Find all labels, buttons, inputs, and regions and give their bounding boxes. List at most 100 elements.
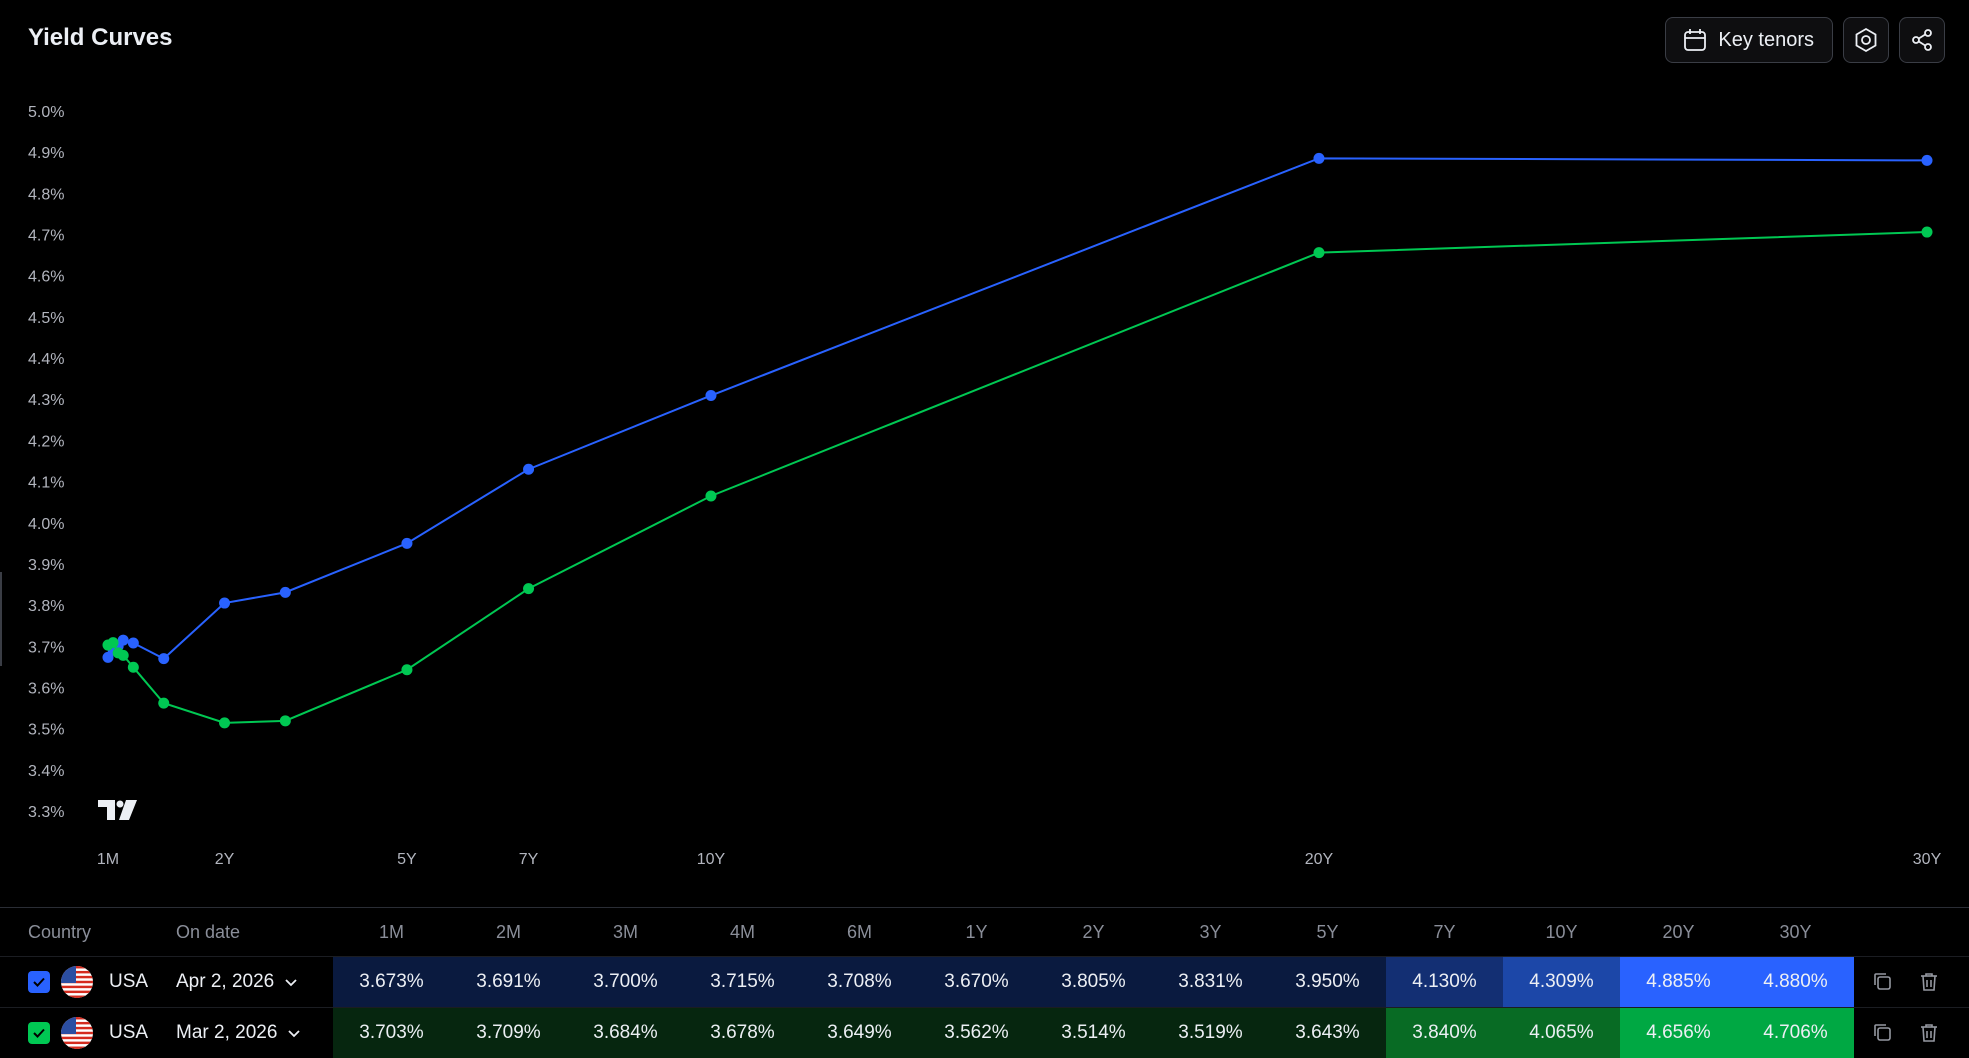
- tenor-header: 6M: [846, 922, 872, 942]
- tenor-header: 7Y: [1433, 922, 1456, 942]
- series-1-point[interactable]: [117, 634, 129, 646]
- y-tick-label: 4.6%: [28, 269, 64, 286]
- share-icon: [1912, 29, 1932, 51]
- yield-cell: 3.673%: [333, 957, 450, 1007]
- yield-cell: 3.691%: [450, 957, 567, 1007]
- yield-cell: 3.709%: [450, 1008, 567, 1058]
- yield-cell: 4.065%: [1503, 1008, 1620, 1058]
- y-tick-label: 3.7%: [28, 639, 64, 656]
- series-1-point[interactable]: [279, 586, 291, 598]
- series-1-point[interactable]: [127, 637, 139, 649]
- series-2-point[interactable]: [1313, 247, 1325, 259]
- country-name: USA: [109, 1022, 149, 1043]
- x-tick-label: 10Y: [697, 851, 726, 868]
- key-tenors-label: Key tenors: [1718, 28, 1814, 51]
- date-dropdown[interactable]: Mar 2, 2026: [176, 1022, 301, 1044]
- settings-button[interactable]: [1843, 17, 1889, 63]
- series-2-point[interactable]: [705, 490, 717, 502]
- series-1-point[interactable]: [158, 653, 170, 665]
- x-tick-label: 5Y: [397, 851, 417, 868]
- yield-cell: 4.706%: [1737, 1008, 1854, 1058]
- calendar-icon: [1684, 29, 1707, 51]
- table-row[interactable]: USA Apr 2, 2026 3.673% 3.691% 3.700% 3.715% 3.…: [0, 956, 1969, 1007]
- y-axis: 5.0% 4.9% 4.8% 4.7% 4.6% 4.5% 4.4% 4.3% 4.2% 4.1%…: [28, 104, 64, 821]
- series-2-point[interactable]: [107, 637, 119, 649]
- series-1-point[interactable]: [523, 463, 535, 475]
- series-1-point[interactable]: [1313, 152, 1325, 164]
- y-tick-label: 5.0%: [28, 104, 64, 121]
- tenor-header: 3Y: [1199, 922, 1222, 942]
- settings-icon: [1855, 27, 1877, 53]
- page-title: Yield Curves: [28, 24, 173, 51]
- copy-icon: [1871, 1024, 1895, 1049]
- table-header: Country On date 1M 2M 3M 4M 6M 1Y 2Y 3Y 5Y 7Y 10Y 2…: [0, 918, 1969, 948]
- date-dropdown[interactable]: Apr 2, 2026: [176, 971, 298, 993]
- tenor-header: 3M: [612, 922, 638, 942]
- series-1-point[interactable]: [705, 390, 717, 402]
- yield-cell: 3.562%: [918, 1008, 1035, 1058]
- x-axis: 1M 2Y 5Y 7Y 10Y 20Y 30Y: [97, 851, 1942, 868]
- visibility-checkbox[interactable]: [28, 1022, 50, 1044]
- delete-button[interactable]: [1917, 1021, 1941, 1045]
- delete-button[interactable]: [1917, 970, 1941, 994]
- y-tick-label: 3.4%: [28, 763, 64, 780]
- chevron-down-icon: [285, 979, 297, 987]
- visibility-checkbox[interactable]: [28, 971, 50, 993]
- yield-cell: 4.130%: [1386, 957, 1503, 1007]
- y-tick-label: 3.9%: [28, 557, 64, 574]
- series-group: [102, 152, 1933, 729]
- series-2-point[interactable]: [401, 664, 413, 676]
- series-1-point[interactable]: [1921, 154, 1933, 166]
- share-button[interactable]: [1899, 17, 1945, 63]
- series-2-point[interactable]: [158, 697, 170, 709]
- country-name: USA: [109, 971, 149, 992]
- yield-cell: 3.514%: [1035, 1008, 1152, 1058]
- x-tick-label: 30Y: [1913, 851, 1942, 868]
- yield-cell: 3.840%: [1386, 1008, 1503, 1058]
- y-tick-label: 4.0%: [28, 516, 64, 533]
- tenor-header: 4M: [729, 922, 755, 942]
- series-1-point[interactable]: [219, 597, 231, 609]
- series-2-point[interactable]: [279, 715, 291, 727]
- table-row[interactable]: USA Mar 2, 2026 3.703% 3.709% 3.684% 3.678% 3.…: [0, 1007, 1969, 1058]
- series-2-point[interactable]: [523, 583, 535, 595]
- on-date-header: On date: [176, 922, 241, 942]
- us-flag-icon: [61, 1017, 93, 1049]
- series-2-point[interactable]: [117, 649, 129, 661]
- country-header: Country: [28, 922, 92, 942]
- y-tick-label: 4.7%: [28, 228, 64, 245]
- y-tick-label: 4.4%: [28, 351, 64, 368]
- yield-cell: 3.643%: [1269, 1008, 1386, 1058]
- series-1-point[interactable]: [401, 537, 413, 549]
- date-value: Mar 2, 2026: [176, 1022, 278, 1043]
- chart-toolbar: Key tenors: [1665, 17, 1945, 63]
- yield-cell: 3.700%: [567, 957, 684, 1007]
- series-2-point[interactable]: [1921, 226, 1933, 238]
- trash-icon: [1917, 973, 1941, 998]
- date-value: Apr 2, 2026: [176, 971, 275, 992]
- check-icon: [33, 1028, 45, 1038]
- key-tenors-button[interactable]: Key tenors: [1665, 17, 1833, 63]
- copy-button[interactable]: [1871, 970, 1895, 994]
- y-tick-label: 3.8%: [28, 598, 64, 615]
- panel-resize-handle[interactable]: [0, 572, 2, 666]
- y-tick-label: 4.8%: [28, 186, 64, 203]
- us-flag-icon: [61, 966, 93, 998]
- tenor-header: 1Y: [965, 922, 988, 942]
- yield-cell: 4.309%: [1503, 957, 1620, 1007]
- series-2-point[interactable]: [219, 717, 231, 729]
- series-1-line: [107, 157, 1928, 660]
- y-tick-label: 4.1%: [28, 475, 64, 492]
- tenor-header: 5Y: [1316, 922, 1339, 942]
- x-tick-label: 2Y: [215, 851, 235, 868]
- tenor-header: 2M: [495, 922, 521, 942]
- yield-cell: 3.684%: [567, 1008, 684, 1058]
- copy-button[interactable]: [1871, 1021, 1895, 1045]
- check-icon: [33, 977, 45, 987]
- tenor-header: 20Y: [1662, 922, 1695, 942]
- y-tick-label: 4.2%: [28, 433, 64, 450]
- yield-cell: 3.670%: [918, 957, 1035, 1007]
- yield-cell: 3.831%: [1152, 957, 1269, 1007]
- series-2-point[interactable]: [127, 661, 139, 673]
- yield-cell: 4.880%: [1737, 957, 1854, 1007]
